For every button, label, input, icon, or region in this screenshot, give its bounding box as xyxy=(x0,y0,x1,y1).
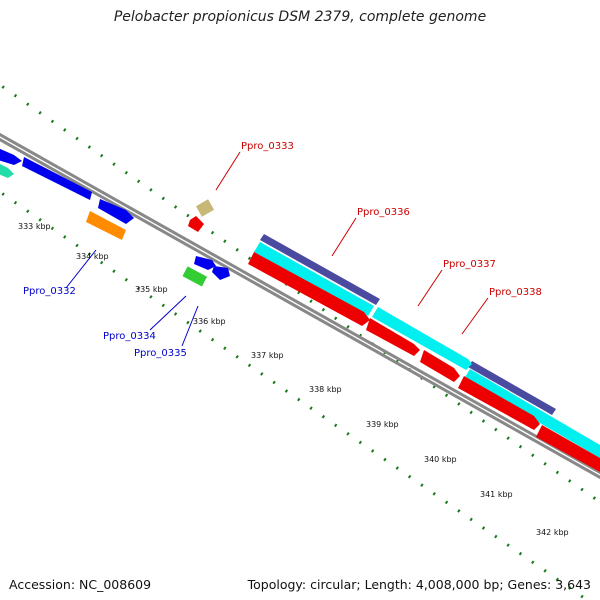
gene-feature-ppro-0337[interactable] xyxy=(372,307,472,370)
gene-feature[interactable] xyxy=(22,157,92,200)
leader-line xyxy=(417,269,443,307)
gene-label-ppro-0337[interactable]: Ppro_0337 xyxy=(443,259,496,270)
gene-label-ppro-0334[interactable]: Ppro_0334 xyxy=(103,331,156,342)
accession-text: Accession: NC_008609 xyxy=(9,577,152,592)
gene-label-ppro-0332[interactable]: Ppro_0332 xyxy=(23,286,76,297)
leader-line xyxy=(215,151,241,191)
tick-label: 341 kbp xyxy=(480,490,513,499)
gene-feature-navy[interactable] xyxy=(260,234,380,305)
map-title: Pelobacter propionicus DSM 2379, complet… xyxy=(113,9,487,25)
gene-feature[interactable] xyxy=(212,266,230,280)
tick-label: 339 kbp xyxy=(366,420,399,429)
leader-line xyxy=(65,249,97,289)
gene-feature[interactable] xyxy=(0,163,14,178)
leader-line xyxy=(149,295,187,331)
gene-feature-ppro-0333-cds[interactable] xyxy=(188,216,204,232)
gene-feature[interactable] xyxy=(98,199,134,224)
leader-line xyxy=(461,297,489,335)
gene-feature-ppro-0334[interactable] xyxy=(182,266,208,287)
gene-label-ppro-0336[interactable]: Ppro_0336 xyxy=(357,207,410,218)
backbone-outer xyxy=(0,132,600,475)
gene-label-ppro-0338[interactable]: Ppro_0338 xyxy=(489,287,542,298)
backbone-inner xyxy=(0,137,600,480)
gene-feature-cyan[interactable] xyxy=(464,369,600,458)
gene-feature-ppro-0333[interactable] xyxy=(195,199,215,217)
tick-label: 340 kbp xyxy=(424,455,457,464)
leader-line xyxy=(181,305,199,347)
gene-feature-ppro-0332[interactable] xyxy=(86,211,126,240)
tick-label: 335 kbp xyxy=(135,285,168,294)
gene-label-ppro-0333[interactable]: Ppro_0333 xyxy=(241,141,294,152)
gene-feature-navy[interactable] xyxy=(468,361,556,415)
tick-label: 333 kbp xyxy=(18,222,51,231)
gene-feature[interactable] xyxy=(0,148,22,165)
gene-feature[interactable] xyxy=(458,376,540,430)
gene-feature[interactable] xyxy=(194,256,216,270)
gene-feature[interactable] xyxy=(536,425,600,472)
tick-label: 338 kbp xyxy=(309,385,342,394)
topology-text: Topology: circular; Length: 4,008,000 bp… xyxy=(247,577,591,592)
tick-label: 336 kbp xyxy=(193,317,226,326)
gene-label-ppro-0335[interactable]: Ppro_0335 xyxy=(134,348,187,359)
gene-feature-ppro-0337[interactable] xyxy=(254,242,374,316)
tick-label: 342 kbp xyxy=(536,528,569,537)
gene-feature[interactable] xyxy=(420,350,460,382)
leader-line xyxy=(331,217,357,257)
gene-feature-ppro-0336[interactable] xyxy=(248,252,370,326)
gene-feature-ppro-0338[interactable] xyxy=(366,318,420,356)
tick-label: 337 kbp xyxy=(251,351,284,360)
tick-label: 334 kbp xyxy=(76,252,109,261)
